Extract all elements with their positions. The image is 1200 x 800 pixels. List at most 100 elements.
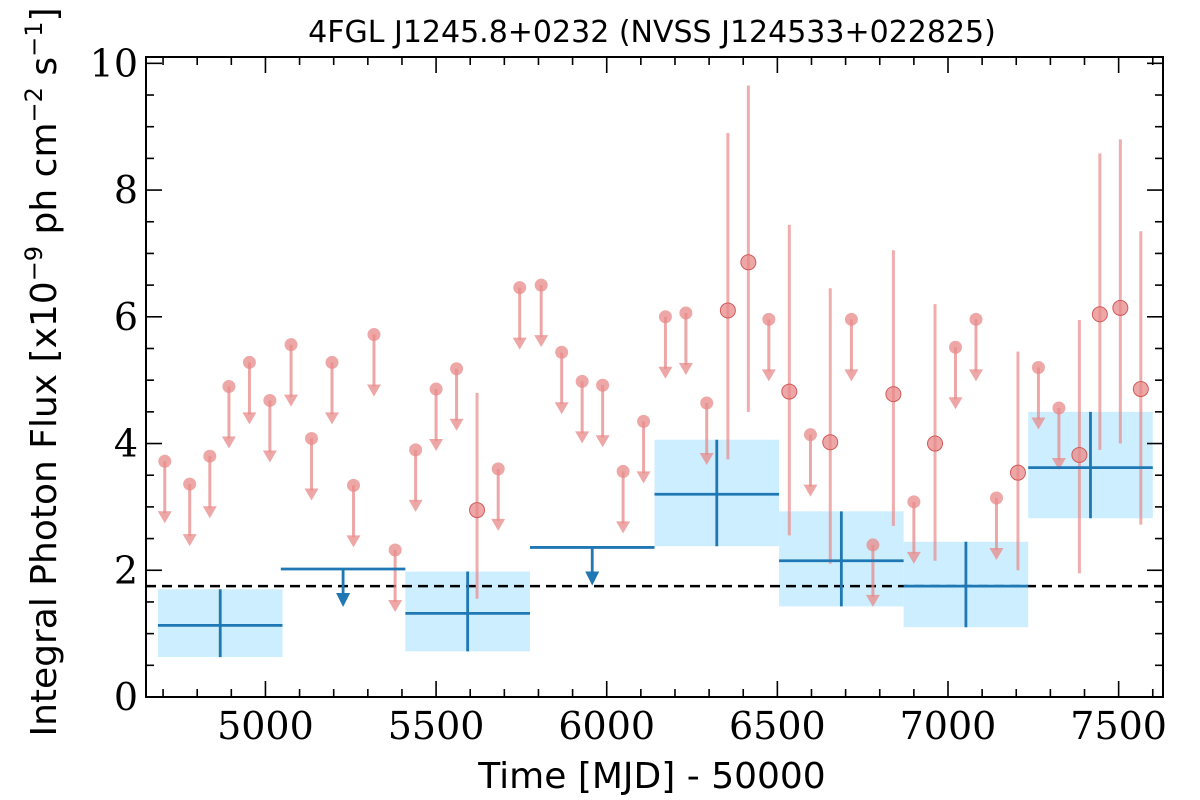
y-label-mid-2: s	[24, 57, 65, 87]
upper-limit-arrow	[512, 337, 527, 350]
detection-point	[1091, 306, 1108, 323]
upper-limit-arrow	[865, 594, 880, 607]
x-axis-label: Time [MJD] - 50000	[477, 756, 825, 797]
upper-limit-arrow	[948, 397, 963, 410]
upper-limit-arrow	[1051, 458, 1066, 471]
upper-limit-point	[700, 396, 714, 410]
plot-area: 5000 5500 6000 6500 7000 7500 0 2 4 6 8 10	[90, 41, 1167, 748]
detection-point	[1112, 299, 1129, 316]
upper-limit-point	[429, 382, 443, 396]
y-tick-label: 8	[114, 168, 138, 212]
upper-limit-arrow	[595, 435, 610, 448]
upper-limit-point	[305, 431, 319, 445]
upper-limit-point	[762, 312, 776, 326]
x-tick-label: 5000	[217, 704, 314, 748]
upper-limit-point	[844, 312, 858, 326]
detection-point	[1132, 381, 1149, 398]
upper-limit-point	[596, 378, 610, 392]
upper-limit-arrow	[989, 548, 1004, 561]
upper-limit-arrow	[906, 551, 921, 564]
upper-limit-point	[388, 543, 402, 557]
y-tick-label: 0	[114, 675, 138, 719]
y-label-end: ]	[24, 7, 65, 21]
upper-limit-arrow	[262, 450, 277, 463]
long-bin-limit-arrow	[585, 571, 600, 586]
y-tick-label: 6	[114, 295, 138, 339]
x-tick-label: 6000	[558, 704, 655, 748]
upper-limit-point	[450, 362, 464, 376]
y-tick-label: 2	[114, 548, 138, 592]
detection-point	[1071, 446, 1088, 463]
detection-point	[927, 435, 944, 452]
upper-limit-arrow	[534, 335, 549, 348]
upper-limit-point	[367, 328, 381, 342]
upper-limit-arrow	[844, 369, 859, 382]
upper-limit-point	[1031, 360, 1045, 374]
y-label-exp-1: −9	[20, 246, 48, 281]
upper-limit-arrow	[221, 436, 236, 449]
upper-limit-arrow	[324, 412, 339, 425]
upper-limit-arrow	[429, 439, 444, 452]
upper-limit-arrow	[182, 534, 197, 547]
upper-limit-arrow	[491, 518, 506, 531]
upper-limit-arrow	[304, 488, 319, 501]
y-label-main: Integral Photon Flux [x10	[24, 281, 65, 736]
y-tick-label: 4	[114, 422, 138, 466]
upper-limit-point	[658, 310, 672, 324]
detection-point	[740, 254, 757, 271]
upper-limit-arrow	[803, 484, 818, 497]
upper-limit-point	[284, 338, 298, 352]
y-tick-label: 10	[90, 41, 138, 85]
upper-limit-arrow	[449, 418, 464, 431]
upper-limit-point	[989, 491, 1003, 505]
chart-title: 4FGL J1245.8+0232 (NVSS J124533+022825)	[308, 15, 996, 50]
upper-limit-arrow	[658, 366, 673, 379]
upper-limit-arrow	[575, 431, 590, 444]
upper-limit-arrow	[157, 511, 172, 524]
y-label-mid: ph cm	[24, 122, 65, 245]
upper-limit-point	[263, 393, 277, 407]
y-label-exp-3: −1	[20, 22, 48, 57]
upper-limit-point	[555, 345, 569, 359]
upper-limit-arrow	[554, 402, 569, 415]
upper-limit-point	[949, 340, 963, 354]
x-tick-label: 6500	[729, 704, 826, 748]
upper-limit-point	[409, 443, 423, 457]
upper-limit-arrow	[1031, 417, 1046, 430]
upper-limit-arrow	[408, 499, 423, 512]
x-tick-label: 5500	[388, 704, 485, 748]
x-tick-label: 7000	[900, 704, 997, 748]
upper-limit-arrow	[636, 471, 651, 484]
upper-limit-point	[346, 478, 360, 492]
upper-limit-point	[575, 374, 589, 388]
upper-limit-point	[325, 355, 339, 369]
upper-limit-arrow	[388, 599, 403, 612]
upper-limit-arrow	[202, 506, 217, 519]
long-bin-limit-arrow	[336, 593, 351, 607]
upper-limit-point	[866, 538, 880, 552]
detection-point	[469, 502, 486, 519]
upper-limit-arrow	[346, 535, 361, 548]
upper-limit-point	[183, 477, 197, 491]
upper-limit-arrow	[761, 369, 776, 382]
upper-limit-arrow	[616, 521, 631, 534]
upper-limit-point	[203, 449, 217, 463]
detection-point	[885, 386, 902, 403]
upper-limit-point	[969, 312, 983, 326]
upper-limit-point	[679, 306, 693, 320]
upper-limit-arrow	[968, 369, 983, 382]
detection-point	[822, 434, 839, 451]
upper-limit-arrow	[699, 452, 714, 465]
upper-limit-point	[242, 355, 256, 369]
upper-limit-point	[803, 428, 817, 442]
upper-limit-point	[907, 495, 921, 509]
upper-limit-point	[491, 462, 505, 476]
detection-point	[1009, 464, 1026, 481]
detection-point	[719, 302, 736, 319]
upper-limit-point	[222, 380, 236, 394]
upper-limit-point	[534, 278, 548, 292]
upper-limit-arrow	[242, 412, 257, 425]
detection-point	[781, 383, 798, 400]
y-label-exp-2: −2	[20, 87, 48, 122]
